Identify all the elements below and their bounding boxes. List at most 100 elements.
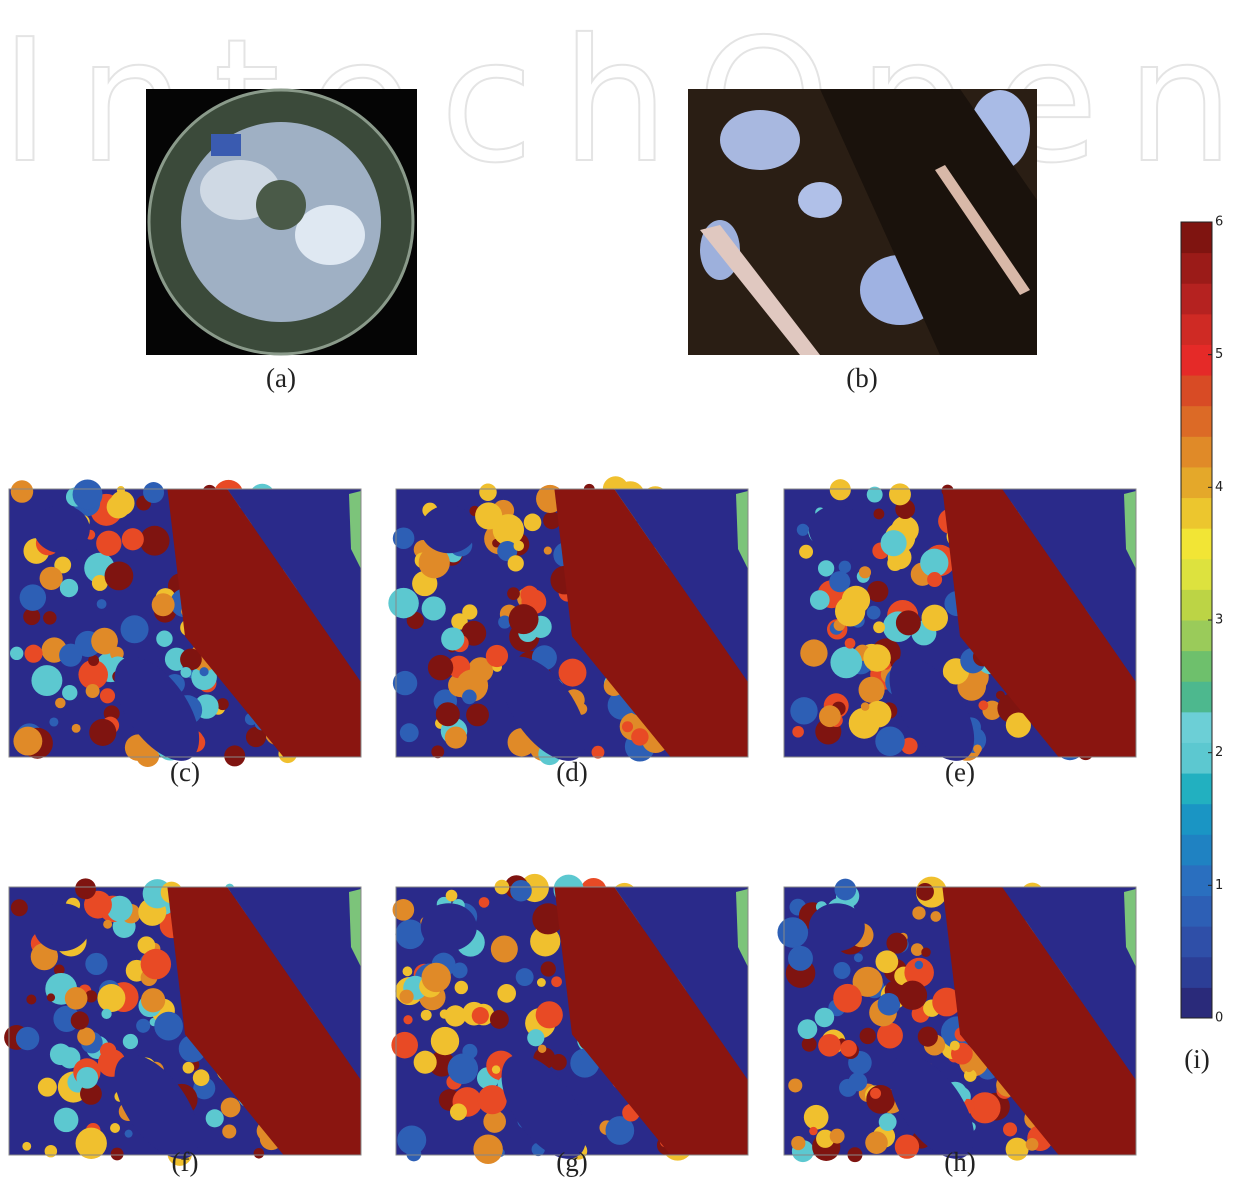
heatmap-blob <box>930 911 942 922</box>
heatmap-blob <box>803 1104 829 1130</box>
colorbar-band <box>1181 436 1212 468</box>
heatmap-blob <box>921 604 948 632</box>
heatmap-blob <box>120 615 149 644</box>
heatmap-blob <box>180 666 192 678</box>
colorbar-band <box>1181 742 1212 774</box>
panel-label: (i) <box>1184 1044 1209 1074</box>
panel-label: (e) <box>945 757 975 787</box>
heatmap-blue <box>1002 489 1136 682</box>
heatmap-blob <box>479 483 497 502</box>
heatmap-blob <box>978 700 989 711</box>
colorbar-band <box>1181 497 1212 529</box>
heatmap-blob <box>403 1015 413 1025</box>
heatmap-blob <box>523 513 542 532</box>
heatmap-blob <box>788 1078 803 1093</box>
heatmap-blob <box>49 717 59 727</box>
heatmap-blob <box>75 1127 107 1159</box>
heatmap-blob <box>395 919 425 950</box>
heatmap-blob <box>927 572 943 588</box>
heatmap-blob <box>865 1131 888 1154</box>
heatmap-frame <box>8 488 362 758</box>
heatmap-blob <box>910 943 924 956</box>
heatmap-blob <box>816 1129 835 1148</box>
heatmap-blob <box>39 566 63 590</box>
heatmap-blob <box>392 670 418 696</box>
heatmap-blob <box>853 953 863 963</box>
heatmap-blob <box>834 878 857 901</box>
heatmap-blob <box>444 726 467 749</box>
heatmap-blob <box>558 658 587 687</box>
heatmap-blob <box>477 1085 507 1115</box>
heatmap-blob <box>858 676 885 703</box>
heatmap-blob <box>848 1072 868 1092</box>
heatmap-blob <box>964 1062 974 1073</box>
heatmap <box>388 476 749 766</box>
heatmap-blob <box>791 1135 806 1151</box>
heatmap-blue <box>808 903 865 952</box>
heatmap-blue <box>614 489 748 682</box>
colorbar-band <box>1181 681 1212 713</box>
panel-label: (b) <box>846 363 877 393</box>
heatmap-blue <box>114 1054 200 1159</box>
heatmap-blob <box>124 734 152 761</box>
heatmap-blob <box>402 966 413 977</box>
heatmap-blob <box>860 702 870 711</box>
heatmap-blob <box>91 627 118 655</box>
heatmap-blob <box>104 561 134 591</box>
colorbar-band <box>1181 834 1212 866</box>
heatmap <box>783 479 1137 761</box>
heatmap-blob <box>89 718 117 746</box>
heatmap-blob <box>792 725 804 738</box>
heatmap-blob <box>790 697 818 725</box>
heatmap-blue <box>33 505 90 554</box>
heatmap-blob <box>510 879 532 902</box>
panel-label: (d) <box>556 757 587 787</box>
colorbar-band <box>1181 650 1212 682</box>
heatmap-blob <box>864 700 892 728</box>
heatmap-blob <box>199 667 209 677</box>
heatmap-blob <box>392 899 415 921</box>
heatmap-blue <box>889 1054 975 1159</box>
heatmap-blob <box>31 665 63 697</box>
heatmap-blob <box>55 697 66 709</box>
heatmap-blob <box>917 1026 938 1047</box>
colorbar-band <box>1181 803 1212 835</box>
heatmap-blob <box>591 745 605 759</box>
colorbar-band <box>1181 344 1212 376</box>
heatmap-blob <box>490 935 518 963</box>
colorbar-band <box>1181 252 1212 284</box>
heatmap-blob <box>520 585 539 604</box>
heatmap-frame <box>395 886 749 1156</box>
heatmap-blob <box>543 546 552 555</box>
heatmap-blob <box>829 1128 845 1144</box>
heatmap-blob <box>844 637 856 649</box>
heatmap-blob <box>139 525 170 556</box>
heatmap-blob <box>43 611 57 625</box>
heatmap-green <box>349 889 361 967</box>
heatmap-blob <box>101 1008 112 1020</box>
heatmap-blob <box>498 615 512 629</box>
heatmap-blob <box>863 644 891 672</box>
heatmap-blob <box>817 560 835 577</box>
heatmap-band <box>554 489 748 757</box>
heatmap-blob <box>9 646 24 661</box>
heatmap-blob <box>15 1026 40 1051</box>
heatmap-blob <box>550 1054 567 1071</box>
heatmap-blob <box>391 1031 418 1059</box>
heatmap-blob <box>140 988 166 1013</box>
heatmap-blue <box>1002 887 1136 1080</box>
heatmap-blob <box>829 479 851 501</box>
heatmap-blob <box>88 654 100 667</box>
heatmap-frame <box>8 886 362 1156</box>
heatmap-blob <box>59 578 79 598</box>
heatmap <box>8 479 362 768</box>
colorbar-tick-label: 3 <box>1215 613 1223 628</box>
heatmap-blob <box>921 947 931 958</box>
heatmap-blob <box>37 1077 57 1097</box>
heatmap-blob <box>245 726 267 748</box>
heatmap-blob <box>489 1010 509 1029</box>
heatmap-blob <box>963 1069 977 1082</box>
heatmap-blob <box>451 613 468 630</box>
heatmap-blob <box>49 1043 72 1066</box>
colorbar-band <box>1181 528 1212 560</box>
